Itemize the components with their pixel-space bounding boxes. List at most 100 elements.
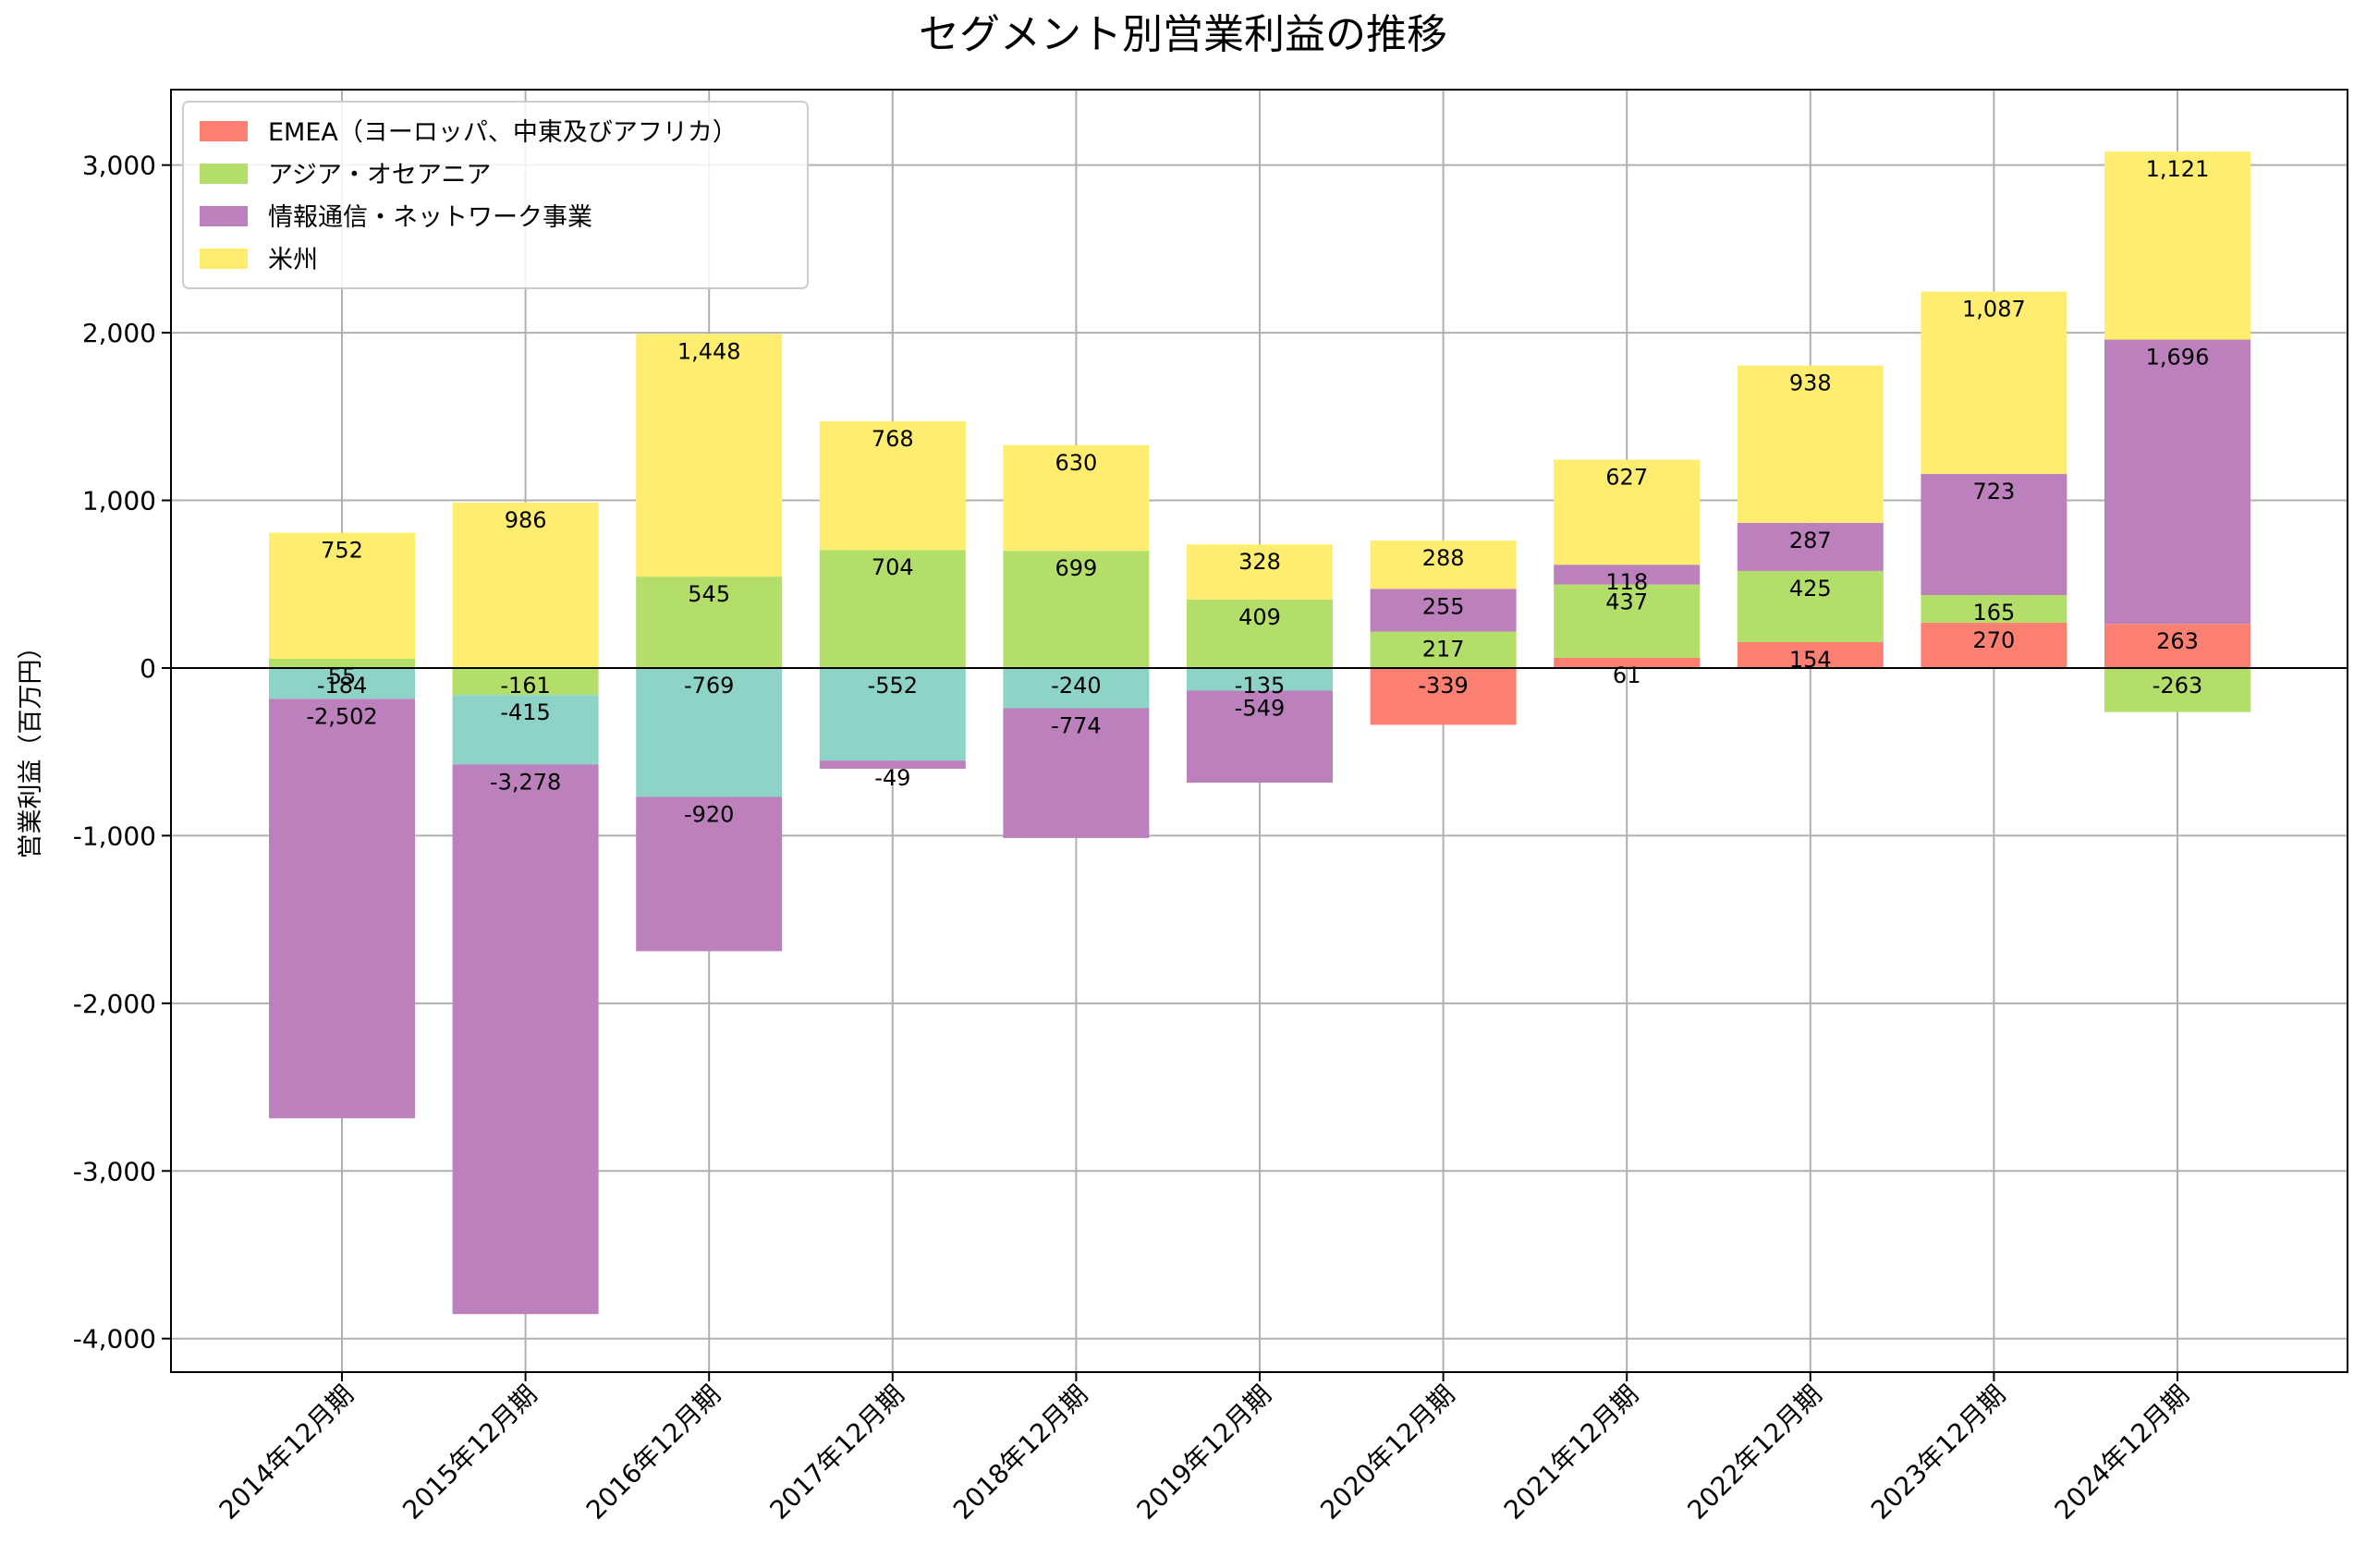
bar-value-label: 288 <box>1422 545 1465 571</box>
bar-segment <box>2104 667 2250 712</box>
legend: EMEA（ヨーロッパ、中東及びアフリカ） アジア・オセアニア情報通信・ネットワーク… <box>182 101 809 289</box>
x-tick-label: 2019年12月期 <box>1131 1380 1277 1525</box>
legend-entry: EMEA（ヨーロッパ、中東及びアフリカ） <box>268 118 738 147</box>
bar-segment <box>269 667 415 699</box>
bar-segment <box>1003 444 1150 552</box>
bar-value-label: -415 <box>500 699 550 725</box>
bar-value-label: -769 <box>684 673 734 699</box>
bar-segment <box>452 667 599 696</box>
bar-segment <box>1554 657 1701 668</box>
legend-swatch <box>200 121 248 141</box>
bar-value-label: -135 <box>1235 673 1285 699</box>
legend-swatch <box>200 206 248 226</box>
y-tick-label: 3,000 <box>82 151 156 181</box>
bar-segment <box>269 532 415 659</box>
bar-value-label: -549 <box>1235 695 1285 721</box>
bar-value-label: 704 <box>872 554 914 580</box>
bar-value-label: -184 <box>317 673 367 699</box>
legend-entry: 情報通信・ネットワーク事業 <box>268 203 592 232</box>
bar-value-label: 768 <box>872 426 914 452</box>
bar-segment <box>1737 365 1884 523</box>
x-tick-label: 2017年12月期 <box>763 1380 909 1525</box>
bar-value-label: 263 <box>2156 628 2199 654</box>
bar-segment <box>1737 642 1884 668</box>
bar-segment <box>819 550 966 668</box>
bar-value-label: 627 <box>1605 464 1648 490</box>
bar-segment <box>1370 631 1517 668</box>
legend-box <box>182 101 809 289</box>
bar-segment <box>269 658 415 668</box>
bar-segment <box>2104 624 2250 668</box>
bar-segment <box>452 695 599 765</box>
x-tick-label: 2023年12月期 <box>1865 1380 2011 1525</box>
bar-segment <box>636 667 783 797</box>
bar-value-label: -920 <box>684 801 734 827</box>
y-tick-label: -3,000 <box>73 1156 156 1186</box>
bar-segment <box>1737 570 1884 643</box>
legend-entry: 米州 <box>268 246 318 274</box>
bar-segment <box>1737 522 1884 571</box>
bar-segment <box>1554 459 1701 565</box>
bar-value-label: -161 <box>500 673 550 699</box>
bar-segment <box>1370 667 1517 725</box>
bar-value-label: 165 <box>1972 600 2015 626</box>
bar-value-label: 217 <box>1422 637 1465 662</box>
bar-value-label: 986 <box>505 507 547 533</box>
bar-labels: 55-184 -2,502 752 -161-415 -3,278 986 545 -769 -… <box>306 156 2209 827</box>
bar-segment <box>1187 544 1333 600</box>
y-tick-label: -2,000 <box>73 989 156 1019</box>
bar-value-label: 752 <box>321 538 363 564</box>
bar-value-label: 1,448 <box>677 338 741 364</box>
legend-swatch <box>200 249 248 269</box>
x-tick-label: 2014年12月期 <box>213 1380 360 1525</box>
bar-segment <box>452 503 599 668</box>
bar-value-label: -2,502 <box>306 703 377 729</box>
bar-value-label: 118 <box>1605 569 1648 595</box>
bar-segment <box>452 764 599 1315</box>
bar-value-label: -263 <box>2153 673 2202 699</box>
bar-segment <box>1003 708 1150 838</box>
bar-value-label: 61 <box>1613 662 1641 688</box>
bar-segment <box>1370 541 1517 590</box>
y-tick-label: 0 <box>140 653 156 684</box>
bar-segment <box>269 699 415 1119</box>
bar-value-label: -49 <box>874 765 910 791</box>
bar-value-label: 409 <box>1238 604 1281 630</box>
y-tick-label: 1,000 <box>82 486 156 517</box>
x-tick-label: 2016年12月期 <box>580 1380 726 1525</box>
bar-value-label: 255 <box>1422 593 1465 619</box>
bar-value-label: 328 <box>1238 549 1281 575</box>
bar-value-label: 437 <box>1605 590 1648 615</box>
y-tick-label: 2,000 <box>82 318 156 348</box>
bar-segment <box>819 420 966 551</box>
bar-value-label: -339 <box>1418 673 1468 699</box>
bar-value-label: -774 <box>1051 713 1101 739</box>
bar-value-label: 1,696 <box>2146 345 2210 371</box>
bar-value-label: 287 <box>1789 528 1832 553</box>
bar-segment <box>819 667 966 761</box>
bar-value-label: 1,087 <box>1962 297 2026 322</box>
bar-segment <box>1554 584 1701 658</box>
x-tick-label: 2021年12月期 <box>1498 1380 1644 1525</box>
x-tick-label: 2018年12月期 <box>947 1380 1093 1525</box>
bar-segment <box>1921 473 2067 596</box>
bar-value-label: 270 <box>1972 627 2015 653</box>
y-tick-label: -1,000 <box>73 820 156 851</box>
bar-segment <box>1003 551 1150 668</box>
bar-value-label: -3,278 <box>490 769 561 795</box>
legend-swatch <box>200 164 248 184</box>
bar-segment <box>2104 152 2250 340</box>
bar-value-label: 699 <box>1055 555 1097 581</box>
bar-value-label: -552 <box>868 673 918 699</box>
x-tick-label: 2015年12月期 <box>396 1380 543 1525</box>
y-axis-label: 営業利益（百万円） <box>17 635 45 859</box>
bar-segment <box>819 760 966 770</box>
y-tick-label: -4,000 <box>73 1324 156 1355</box>
bar-segment <box>636 577 783 668</box>
bar-value-label: 1,121 <box>2146 156 2210 182</box>
bar-value-label: -240 <box>1051 673 1101 699</box>
bar-segment <box>1921 595 2067 623</box>
bar-value-label: 630 <box>1055 450 1097 476</box>
bar-segment <box>636 796 783 952</box>
